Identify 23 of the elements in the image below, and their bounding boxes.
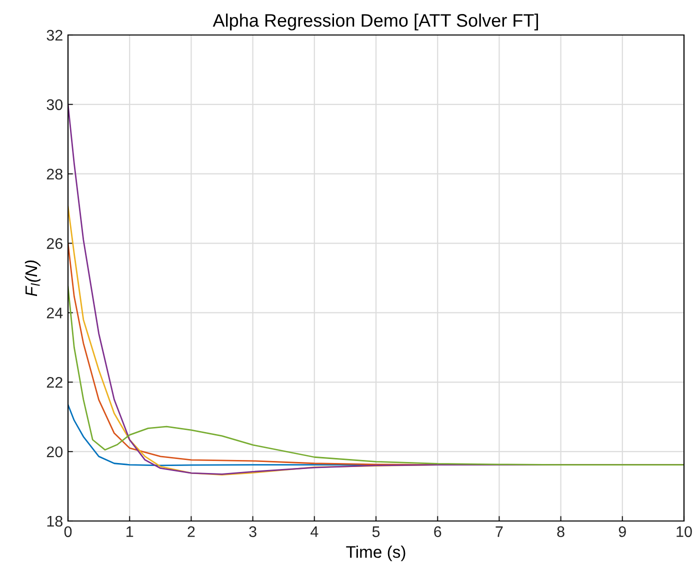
x-tick-label: 0 bbox=[64, 526, 72, 538]
y-tick-label: 28 bbox=[46, 168, 62, 180]
y-tick-label: 20 bbox=[46, 446, 63, 458]
y-axis-title: F$_{l}$(N) bbox=[24, 260, 40, 296]
y-tick-label: 32 bbox=[46, 30, 62, 41]
x-tick-label: 4 bbox=[310, 526, 318, 537]
x-tick-label: 10 bbox=[676, 526, 692, 538]
x-axis-title: Time (s) bbox=[346, 546, 406, 562]
x-tick-label: 3 bbox=[249, 526, 256, 538]
x-tick-label: 8 bbox=[557, 526, 564, 538]
x-tick-label: 6 bbox=[434, 526, 442, 538]
chart-title: Alpha Regression Demo [ATT Solver FT] bbox=[212, 14, 538, 30]
y-tick-label: 22 bbox=[46, 377, 62, 388]
y-tick-label: 24 bbox=[46, 308, 63, 318]
x-tick-label: 9 bbox=[618, 526, 626, 538]
line-series bbox=[68, 286, 684, 466]
x-tick-label: 1 bbox=[126, 526, 134, 537]
x-tick-label: 7 bbox=[496, 526, 503, 537]
y-tick-label: 26 bbox=[46, 238, 62, 249]
x-tick-label: 5 bbox=[372, 526, 380, 538]
y-tick-label: 18 bbox=[47, 516, 62, 527]
y-tick-label: 30 bbox=[46, 99, 63, 110]
x-tick-label: 2 bbox=[188, 526, 195, 537]
